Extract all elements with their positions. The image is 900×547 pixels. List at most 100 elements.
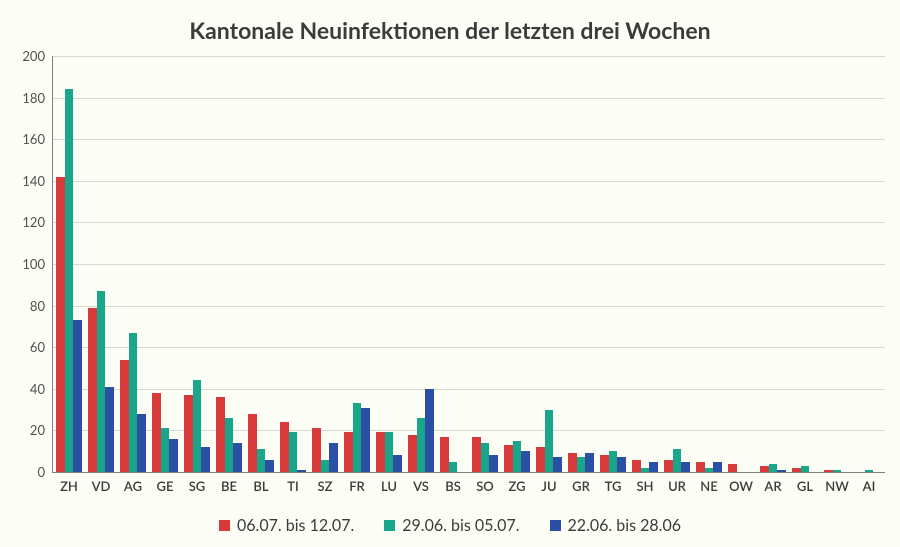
y-tick-label: 40 bbox=[30, 381, 53, 397]
plot-area: 020406080100120140160180200ZHVDAGGESGBEB… bbox=[52, 56, 885, 473]
legend-item: 06.07. bis 12.07. bbox=[219, 516, 354, 535]
bar bbox=[88, 308, 97, 472]
x-tick-label: TG bbox=[605, 472, 622, 494]
bar bbox=[408, 435, 417, 472]
bar bbox=[193, 380, 202, 472]
bar bbox=[97, 291, 106, 472]
y-tick-label: 140 bbox=[22, 173, 53, 189]
bar bbox=[504, 445, 513, 472]
y-tick-label: 60 bbox=[30, 339, 53, 355]
x-tick-label: TI bbox=[287, 472, 299, 494]
grid-line bbox=[53, 181, 885, 182]
legend-item: 22.06. bis 28.06 bbox=[550, 516, 682, 535]
grid-line bbox=[53, 98, 885, 99]
bar bbox=[681, 462, 690, 472]
x-tick-label: JU bbox=[541, 472, 556, 494]
x-tick-label: AG bbox=[124, 472, 142, 494]
x-tick-label: SG bbox=[189, 472, 206, 494]
bar bbox=[632, 460, 641, 472]
bar bbox=[513, 441, 522, 472]
x-tick-label: LU bbox=[381, 472, 397, 494]
bar bbox=[769, 464, 778, 472]
x-tick-label: UR bbox=[668, 472, 686, 494]
bar bbox=[649, 462, 658, 472]
legend: 06.07. bis 12.07. 29.06. bis 05.07. 22.06.… bbox=[0, 516, 900, 535]
bar bbox=[120, 360, 129, 472]
grid-line bbox=[53, 222, 885, 223]
y-tick-label: 180 bbox=[22, 90, 53, 106]
bar bbox=[664, 460, 673, 472]
bar bbox=[521, 451, 530, 472]
bar bbox=[265, 460, 274, 472]
bar bbox=[248, 414, 257, 472]
x-tick-label: BS bbox=[445, 472, 461, 494]
bar bbox=[344, 432, 353, 472]
bar bbox=[617, 457, 626, 472]
grid-line bbox=[53, 139, 885, 140]
bar bbox=[449, 462, 458, 472]
bar bbox=[289, 432, 298, 472]
bar bbox=[161, 428, 170, 472]
bar bbox=[545, 410, 554, 472]
legend-swatch bbox=[384, 520, 395, 531]
bar bbox=[481, 443, 490, 472]
bar bbox=[696, 462, 705, 472]
bar bbox=[201, 447, 210, 472]
bar bbox=[577, 457, 586, 472]
bar bbox=[233, 443, 242, 472]
bar bbox=[225, 418, 234, 472]
bar bbox=[536, 447, 545, 472]
legend-label: 22.06. bis 28.06 bbox=[568, 516, 682, 535]
x-tick-label: ZG bbox=[508, 472, 525, 494]
bar bbox=[361, 408, 370, 472]
bar bbox=[585, 453, 594, 472]
bar bbox=[56, 177, 65, 472]
grid-line bbox=[53, 430, 885, 431]
y-tick-label: 200 bbox=[22, 48, 53, 64]
grid-line bbox=[53, 389, 885, 390]
chart-container: Kantonale Neuinfektionen der letzten dre… bbox=[0, 0, 900, 547]
bar bbox=[137, 414, 146, 472]
bar bbox=[257, 449, 266, 472]
grid-line bbox=[53, 306, 885, 307]
bar bbox=[568, 453, 577, 472]
x-tick-label: BE bbox=[221, 472, 237, 494]
bar bbox=[440, 437, 449, 472]
bar bbox=[73, 320, 82, 472]
y-tick-label: 80 bbox=[30, 298, 53, 314]
bar bbox=[216, 397, 225, 472]
grid-line bbox=[53, 56, 885, 57]
x-tick-label: OW bbox=[729, 472, 753, 494]
chart-title: Kantonale Neuinfektionen der letzten dre… bbox=[0, 16, 900, 44]
x-tick-label: VD bbox=[92, 472, 111, 494]
x-tick-label: GE bbox=[157, 472, 174, 494]
legend-swatch bbox=[219, 520, 230, 531]
x-tick-label: BL bbox=[253, 472, 268, 494]
bar bbox=[184, 395, 193, 472]
grid-line bbox=[53, 347, 885, 348]
x-tick-label: SO bbox=[476, 472, 494, 494]
x-tick-label: NW bbox=[825, 472, 849, 494]
bar bbox=[393, 455, 402, 472]
bar bbox=[312, 428, 321, 472]
y-tick-label: 160 bbox=[22, 131, 53, 147]
x-tick-label: VS bbox=[413, 472, 429, 494]
bar bbox=[553, 457, 562, 472]
bar bbox=[169, 439, 178, 472]
legend-swatch bbox=[550, 520, 561, 531]
bar bbox=[472, 437, 481, 472]
bar bbox=[425, 389, 434, 472]
y-tick-label: 0 bbox=[37, 464, 53, 480]
y-tick-label: 20 bbox=[30, 422, 53, 438]
bar bbox=[65, 89, 74, 472]
legend-label: 06.07. bis 12.07. bbox=[237, 516, 354, 535]
bar bbox=[713, 462, 722, 472]
x-tick-label: AR bbox=[764, 472, 781, 494]
legend-label: 29.06. bis 05.07. bbox=[402, 516, 519, 535]
bar bbox=[489, 455, 498, 472]
bar bbox=[673, 449, 682, 472]
x-tick-label: FR bbox=[349, 472, 365, 494]
bar bbox=[728, 464, 737, 472]
x-tick-label: GR bbox=[572, 472, 590, 494]
bar bbox=[609, 451, 618, 472]
